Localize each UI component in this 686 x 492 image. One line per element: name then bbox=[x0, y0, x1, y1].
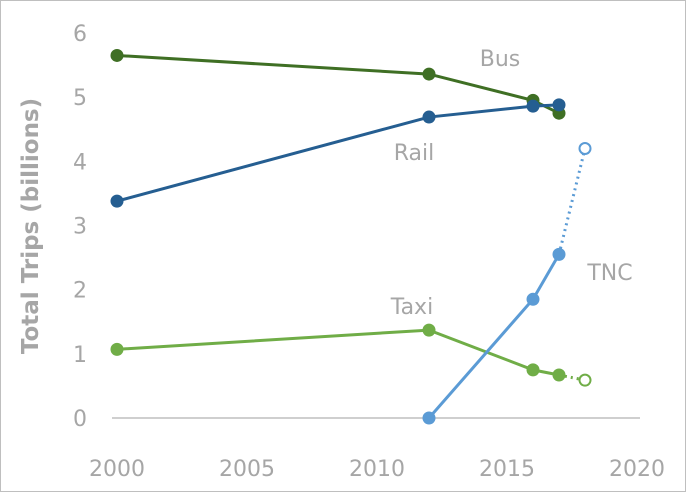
series-line-rail bbox=[116, 103, 560, 203]
series-label-bus: Bus bbox=[480, 47, 521, 72]
y-axis-label: Total Trips (billions) bbox=[18, 98, 44, 354]
y-tick-label: 6 bbox=[73, 22, 87, 47]
series-label-rail: Rail bbox=[394, 141, 435, 166]
x-tick-label: 2005 bbox=[219, 457, 275, 482]
y-tick-label: 0 bbox=[73, 407, 87, 432]
projection-line-tnc bbox=[557, 148, 587, 255]
data-point-taxi bbox=[526, 363, 540, 377]
data-point-rail bbox=[110, 194, 124, 208]
x-tick-label: 2010 bbox=[349, 457, 405, 482]
data-point-tnc bbox=[422, 411, 436, 425]
data-point-taxi bbox=[110, 342, 124, 356]
data-point-bus bbox=[422, 67, 436, 81]
projected-point-taxi bbox=[578, 373, 592, 387]
series-label-tnc: TNC bbox=[586, 261, 632, 286]
y-tick-label: 1 bbox=[73, 343, 87, 368]
data-point-taxi bbox=[552, 368, 566, 382]
data-point-rail bbox=[552, 98, 566, 112]
data-point-rail bbox=[526, 99, 540, 113]
x-tick-label: 2020 bbox=[609, 457, 665, 482]
x-tick-label: 2000 bbox=[89, 457, 145, 482]
y-tick-label: 5 bbox=[73, 86, 87, 111]
data-point-tnc bbox=[552, 247, 566, 261]
data-point-taxi bbox=[422, 323, 436, 337]
data-point-bus bbox=[110, 48, 124, 62]
y-tick-label: 4 bbox=[73, 150, 87, 175]
y-tick-label: 2 bbox=[73, 279, 87, 304]
series-line-taxi bbox=[116, 328, 560, 377]
series-label-taxi: Taxi bbox=[390, 295, 433, 320]
data-point-rail bbox=[422, 110, 436, 124]
x-tick-label: 2015 bbox=[479, 457, 535, 482]
y-tick-label: 3 bbox=[73, 215, 87, 240]
projection-line-taxi bbox=[558, 373, 586, 382]
projected-point-tnc bbox=[578, 142, 592, 155]
data-point-tnc bbox=[526, 292, 540, 306]
